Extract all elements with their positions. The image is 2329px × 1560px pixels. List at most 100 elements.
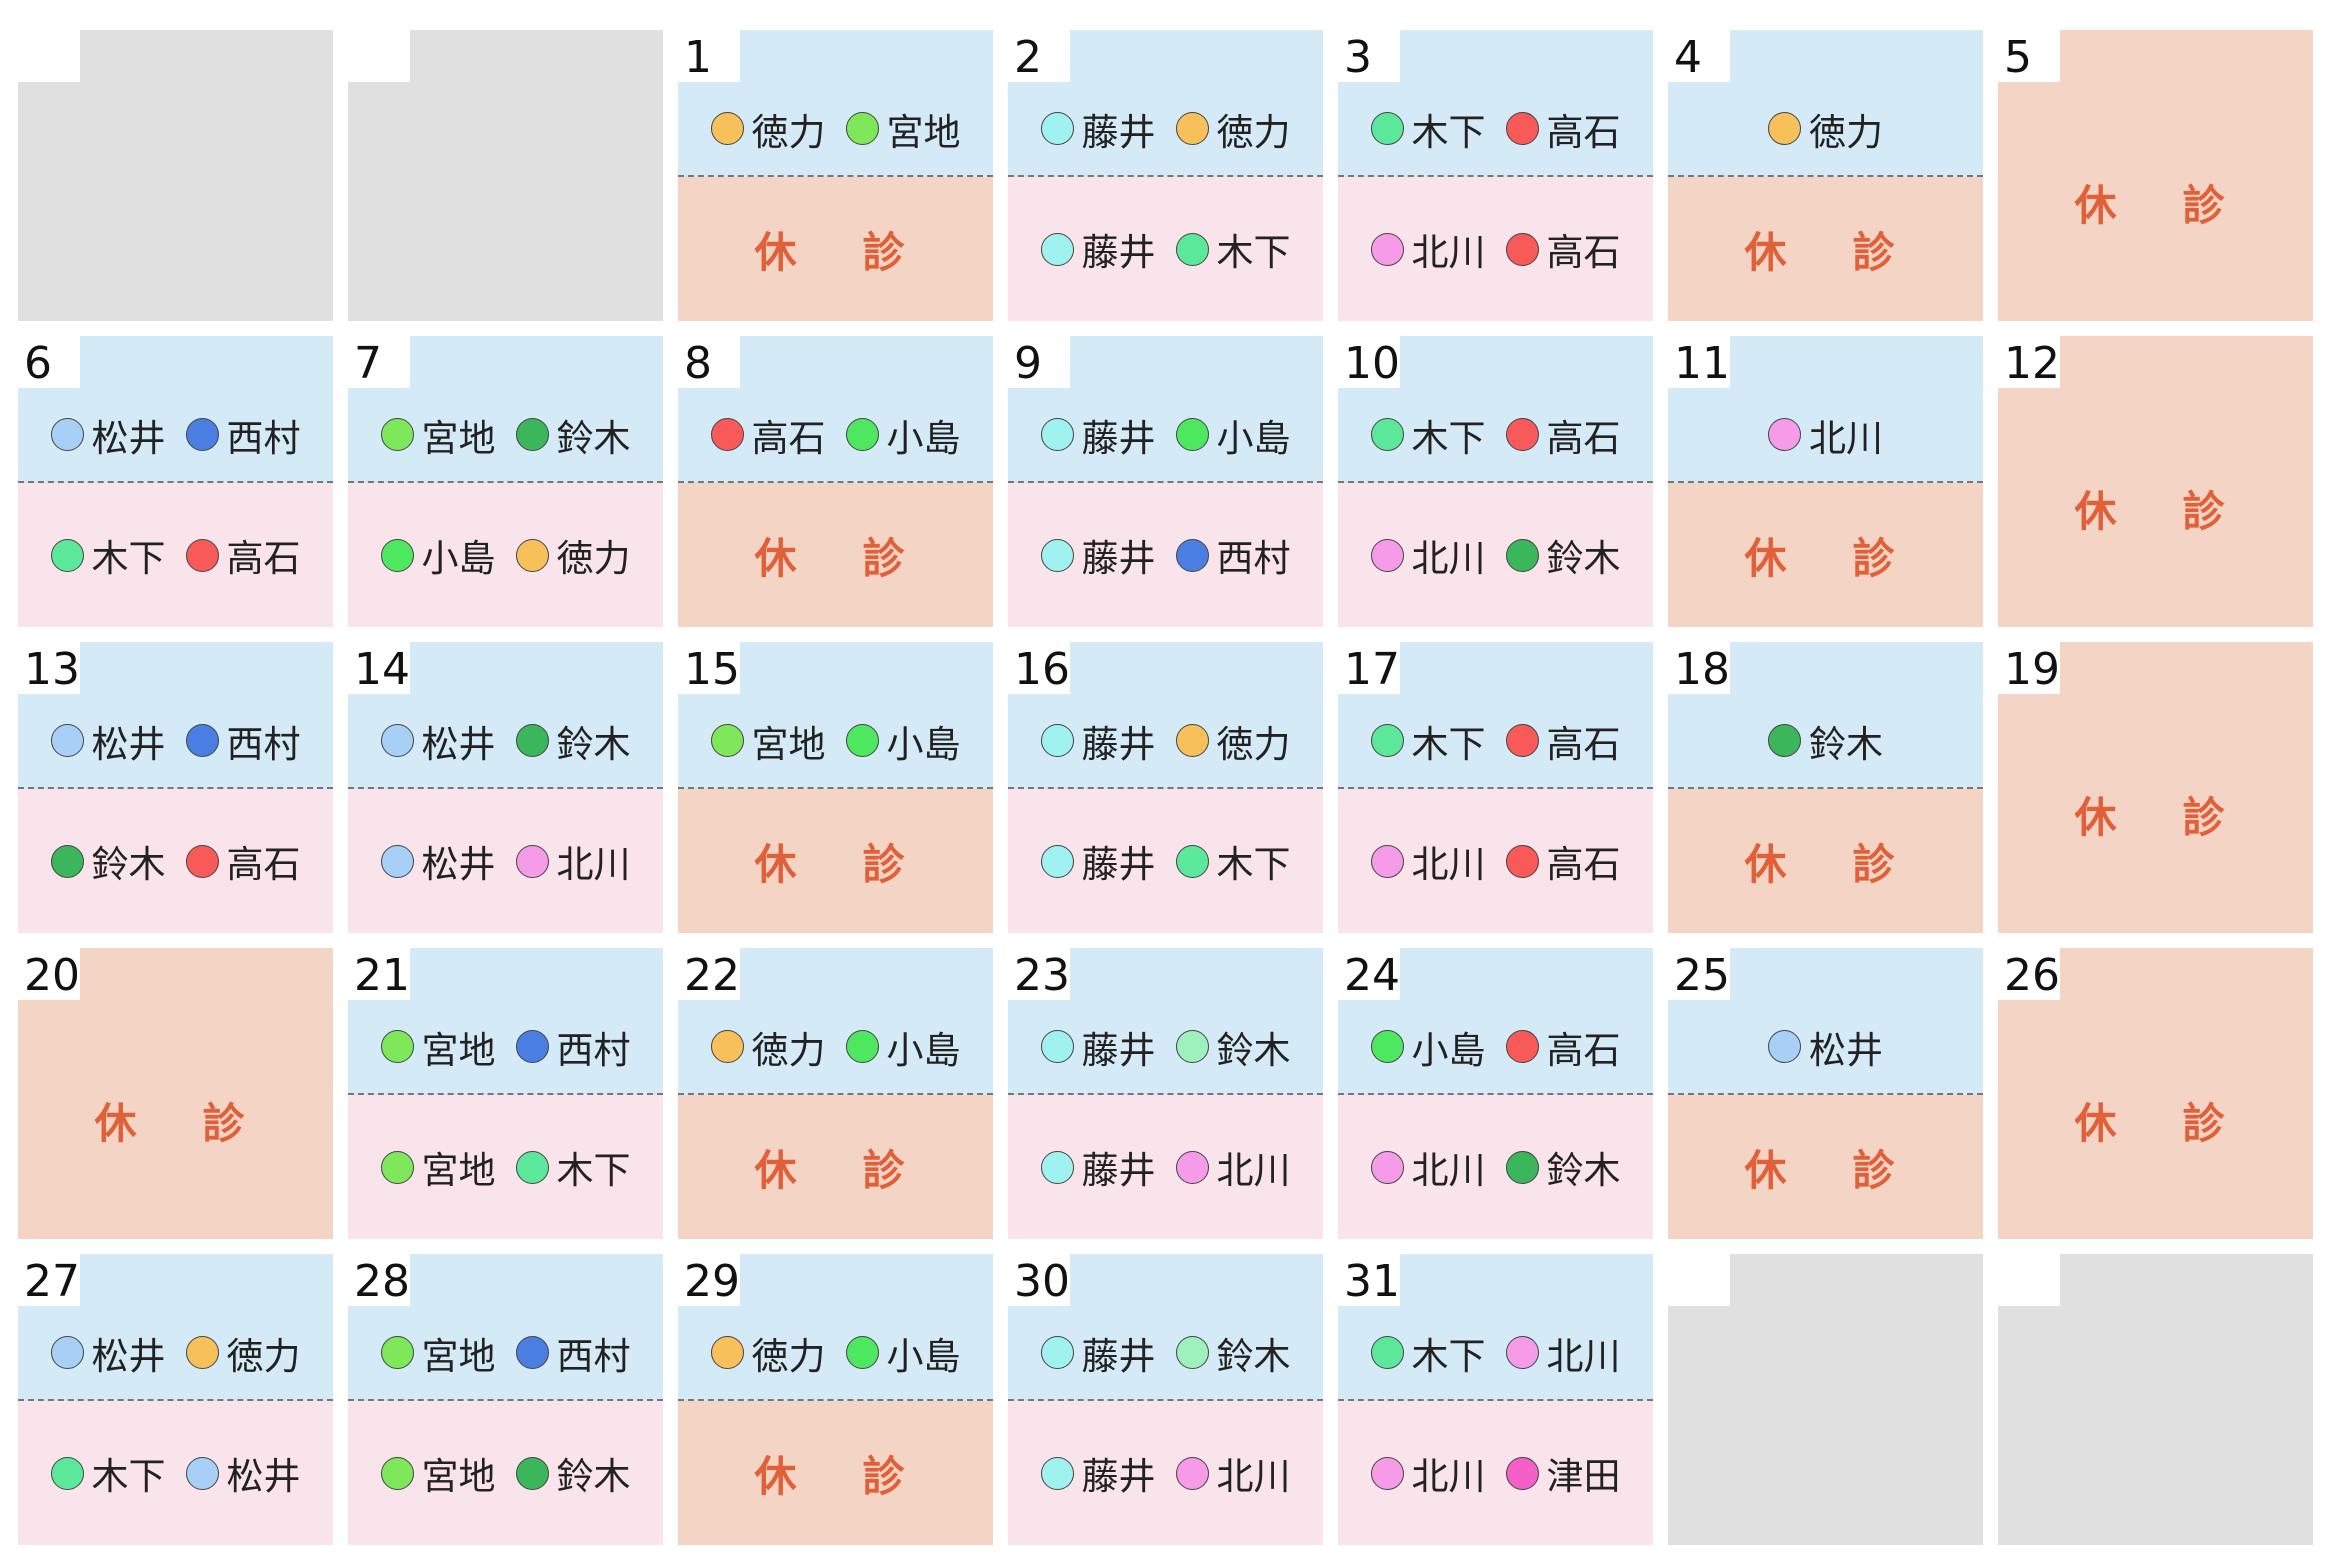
doctor-dot	[1768, 1030, 1801, 1063]
doctor-dot	[515, 1336, 549, 1369]
doctor-dot	[1040, 112, 1074, 145]
doctor-dot	[50, 1336, 84, 1369]
doctor-name: 津田	[1546, 1455, 1621, 1498]
doctor-dot	[50, 724, 84, 757]
day-number: 3	[1338, 30, 1400, 83]
day-number: 21	[348, 948, 410, 1001]
doctor-entry: 西村	[515, 1020, 631, 1074]
doctor-name: 藤井	[1081, 416, 1156, 460]
afternoon-band: 宮地 木下	[348, 1095, 663, 1239]
morning-band: 松井 西村	[18, 642, 333, 789]
closed-band: 休 診	[1998, 366, 2313, 627]
afternoon-band: 小島 徳力	[348, 483, 663, 627]
doctor-dot	[185, 1456, 219, 1490]
day-number: 7	[348, 336, 410, 389]
doctor-dot	[1370, 724, 1404, 757]
doctor-entry: 宮地	[845, 102, 961, 156]
doctor-entry: 宮地	[380, 1326, 496, 1380]
day-cell: 藤井 鈴木 藤井 北川 23	[1008, 948, 1323, 1239]
day-cell: 松井 徳力 木下 松井 27	[18, 1254, 333, 1545]
doctor-dot	[845, 418, 879, 451]
closed-label: 休 診	[754, 1145, 917, 1195]
doctor-entry: 鈴木	[1175, 1326, 1291, 1380]
doctor-dot	[1175, 112, 1209, 145]
doctor-entry: 宮地	[380, 1446, 496, 1500]
afternoon-band: 松井 北川	[348, 789, 663, 933]
doctor-entry: 鈴木	[515, 714, 631, 768]
doctor-entry: 北川	[1175, 1140, 1291, 1194]
closed-label: 休 診	[754, 1451, 917, 1501]
day-cell: 木下 北川 北川 津田 31	[1338, 1254, 1653, 1545]
afternoon-band: 北川 高石	[1338, 789, 1653, 933]
day-box	[1668, 1254, 1730, 1306]
doctor-name: 藤井	[1081, 722, 1156, 766]
doctor-name: 藤井	[1081, 231, 1156, 274]
doctor-name: 藤井	[1081, 1149, 1156, 1192]
doctor-dot	[515, 418, 549, 451]
doctor-dot	[1370, 1336, 1404, 1369]
day-cell: 松井 西村 鈴木 高石 13	[18, 642, 333, 933]
doctor-name: 藤井	[1081, 1028, 1156, 1072]
day-cell: 木下 高石 北川 高石 3	[1338, 30, 1653, 321]
closed-band: 休 診	[1998, 672, 2313, 933]
doctor-dot	[1768, 724, 1801, 757]
afternoon-band: 休 診	[678, 177, 993, 321]
doctor-dot	[1175, 1456, 1209, 1490]
closed-label: 休 診	[1744, 1145, 1907, 1195]
doctor-name: 徳力	[1216, 722, 1291, 766]
doctor-entry: 徳力	[515, 528, 631, 582]
day-cell: 松井 鈴木 松井 北川 14	[348, 642, 663, 933]
afternoon-band: 休 診	[1668, 177, 1983, 321]
doctor-entry: 藤井	[1040, 834, 1156, 888]
doctor-entry: 徳力	[710, 1020, 826, 1074]
doctor-name: 高石	[1546, 1028, 1621, 1072]
doctor-dot	[185, 538, 219, 572]
doctor-dot	[1505, 418, 1539, 451]
doctor-entry: 徳力	[1175, 714, 1291, 768]
doctor-name: 松井	[1809, 1028, 1883, 1072]
doctor-entry: 木下	[1370, 102, 1486, 156]
doctor-name: 松井	[91, 1334, 166, 1378]
day-number: 10	[1338, 336, 1400, 389]
doctor-entry: 北川	[1370, 1140, 1486, 1194]
doctor-entry: 宮地	[380, 1140, 496, 1194]
doctor-dot	[50, 538, 84, 572]
closed-label: 休 診	[1744, 839, 1907, 889]
afternoon-band: 藤井 西村	[1008, 483, 1323, 627]
afternoon-band: 休 診	[1668, 1095, 1983, 1239]
doctor-dot	[515, 724, 549, 757]
doctor-name: 徳力	[1216, 110, 1291, 154]
doctor-name: 木下	[556, 1149, 631, 1192]
afternoon-band: 木下 高石	[18, 483, 333, 627]
doctor-dot	[1505, 538, 1539, 572]
doctor-entry: 高石	[1505, 834, 1621, 888]
doctor-dot	[845, 112, 879, 145]
day-number: 20	[18, 948, 80, 1001]
doctor-name: 藤井	[1081, 1334, 1156, 1378]
doctor-entry: 徳力	[1175, 102, 1291, 156]
doctor-name: 小島	[886, 1028, 961, 1072]
doctor-entry: 北川	[1505, 1326, 1621, 1380]
day-number: 28	[348, 1254, 410, 1307]
doctor-entry: 鈴木	[1768, 714, 1883, 768]
day-cell: 藤井 鈴木 藤井 北川 30	[1008, 1254, 1323, 1545]
doctor-entry: 小島	[1370, 1020, 1486, 1074]
doctor-name: 藤井	[1081, 110, 1156, 154]
doctor-dot	[1175, 844, 1209, 878]
closed-band: 休 診	[18, 978, 333, 1239]
afternoon-band: 藤井 木下	[1008, 789, 1323, 933]
doctor-dot	[1175, 1030, 1209, 1063]
doctor-name: 高石	[226, 537, 301, 580]
doctor-name: 小島	[886, 722, 961, 766]
doctor-name: 松井	[91, 722, 166, 766]
doctor-entry: 藤井	[1040, 528, 1156, 582]
doctor-dot	[515, 1456, 549, 1490]
doctor-entry: 北川	[515, 834, 631, 888]
doctor-entry: 北川	[1370, 222, 1486, 276]
day-number: 25	[1668, 948, 1730, 1001]
doctor-dot	[380, 538, 414, 572]
day-cell: 小島 高石 北川 鈴木 24	[1338, 948, 1653, 1239]
doctor-name: 高石	[1546, 110, 1621, 154]
doctor-dot	[1505, 112, 1539, 145]
day-number: 9	[1008, 336, 1070, 389]
